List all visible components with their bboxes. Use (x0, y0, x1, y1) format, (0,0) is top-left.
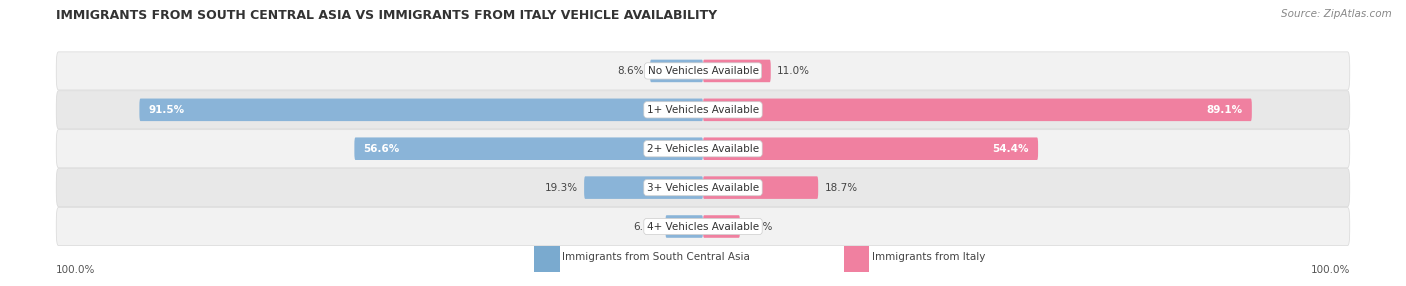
FancyBboxPatch shape (56, 130, 1350, 168)
FancyBboxPatch shape (650, 60, 703, 82)
Text: 56.6%: 56.6% (364, 144, 399, 154)
FancyBboxPatch shape (703, 138, 1038, 160)
FancyBboxPatch shape (703, 215, 740, 238)
Text: 100.0%: 100.0% (1310, 265, 1350, 275)
FancyBboxPatch shape (56, 168, 1350, 207)
FancyBboxPatch shape (139, 99, 703, 121)
Text: 18.7%: 18.7% (824, 183, 858, 192)
Text: Source: ZipAtlas.com: Source: ZipAtlas.com (1281, 9, 1392, 19)
FancyBboxPatch shape (56, 91, 1350, 129)
FancyBboxPatch shape (354, 138, 703, 160)
FancyBboxPatch shape (56, 52, 1350, 90)
Text: No Vehicles Available: No Vehicles Available (648, 66, 758, 76)
Text: 1+ Vehicles Available: 1+ Vehicles Available (647, 105, 759, 115)
Text: 4+ Vehicles Available: 4+ Vehicles Available (647, 222, 759, 231)
Text: Immigrants from South Central Asia: Immigrants from South Central Asia (562, 253, 751, 262)
FancyBboxPatch shape (665, 215, 703, 238)
Text: 11.0%: 11.0% (778, 66, 810, 76)
Text: 100.0%: 100.0% (56, 265, 96, 275)
Text: 54.4%: 54.4% (993, 144, 1029, 154)
FancyBboxPatch shape (56, 207, 1350, 246)
FancyBboxPatch shape (703, 60, 770, 82)
Text: 8.6%: 8.6% (617, 66, 644, 76)
Text: 6.1%: 6.1% (633, 222, 659, 231)
Text: Immigrants from Italy: Immigrants from Italy (872, 253, 986, 262)
Text: 3+ Vehicles Available: 3+ Vehicles Available (647, 183, 759, 192)
FancyBboxPatch shape (703, 99, 1251, 121)
Text: 2+ Vehicles Available: 2+ Vehicles Available (647, 144, 759, 154)
Text: 89.1%: 89.1% (1206, 105, 1243, 115)
Text: 91.5%: 91.5% (149, 105, 184, 115)
Text: 19.3%: 19.3% (546, 183, 578, 192)
Text: IMMIGRANTS FROM SOUTH CENTRAL ASIA VS IMMIGRANTS FROM ITALY VEHICLE AVAILABILITY: IMMIGRANTS FROM SOUTH CENTRAL ASIA VS IM… (56, 9, 717, 21)
FancyBboxPatch shape (703, 176, 818, 199)
FancyBboxPatch shape (583, 176, 703, 199)
Text: 6.0%: 6.0% (747, 222, 772, 231)
